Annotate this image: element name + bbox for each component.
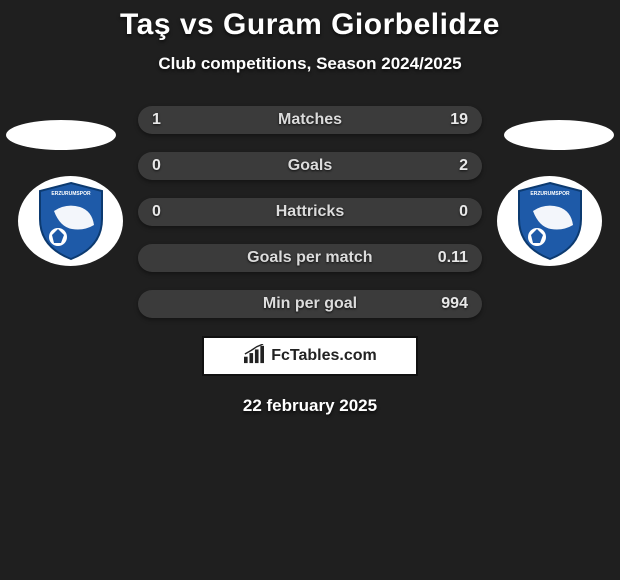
stat-left-value: 0 <box>152 203 182 221</box>
stat-right-value: 0 <box>438 203 468 221</box>
page-title: Taş vs Guram Giorbelidze <box>0 0 620 42</box>
stat-label: Goals <box>288 157 332 175</box>
player-left-circle: ERZURUMSPOR <box>18 176 123 266</box>
player-right-circle: ERZURUMSPOR <box>497 176 602 266</box>
stat-left-value: 0 <box>152 157 182 175</box>
subtitle: Club competitions, Season 2024/2025 <box>0 54 620 74</box>
stats-list: 1 Matches 19 0 Goals 2 0 Hattricks 0 Goa… <box>138 106 482 318</box>
team-right-shield-icon: ERZURUMSPOR <box>515 181 585 261</box>
svg-text:ERZURUMSPOR: ERZURUMSPOR <box>51 191 91 197</box>
chart-icon <box>243 344 265 369</box>
stat-row: 1 Matches 19 <box>138 106 482 134</box>
footer: FcTables.com <box>202 336 418 376</box>
brand-text: FcTables.com <box>271 347 377 365</box>
stat-right-value: 994 <box>438 295 468 313</box>
stat-label: Goals per match <box>247 249 372 267</box>
player-right-oval <box>504 120 614 150</box>
player-left-badge-group: ERZURUMSPOR <box>0 120 123 266</box>
player-left-oval <box>6 120 116 150</box>
stat-row: Min per goal 994 <box>138 290 482 318</box>
stat-label: Hattricks <box>276 203 344 221</box>
stat-right-value: 2 <box>438 157 468 175</box>
stat-right-value: 19 <box>438 111 468 129</box>
date-text: 22 february 2025 <box>0 396 620 416</box>
stat-right-value: 0.11 <box>438 249 468 267</box>
brand-box[interactable]: FcTables.com <box>202 336 418 376</box>
player-right-badge-group: ERZURUMSPOR <box>497 120 620 266</box>
stat-row: Goals per match 0.11 <box>138 244 482 272</box>
svg-text:ERZURUMSPOR: ERZURUMSPOR <box>530 191 570 197</box>
stat-left-value: 1 <box>152 111 182 129</box>
stat-row: 0 Goals 2 <box>138 152 482 180</box>
stat-label: Min per goal <box>263 295 357 313</box>
team-left-shield-icon: ERZURUMSPOR <box>36 181 106 261</box>
stat-label: Matches <box>278 111 342 129</box>
stat-row: 0 Hattricks 0 <box>138 198 482 226</box>
